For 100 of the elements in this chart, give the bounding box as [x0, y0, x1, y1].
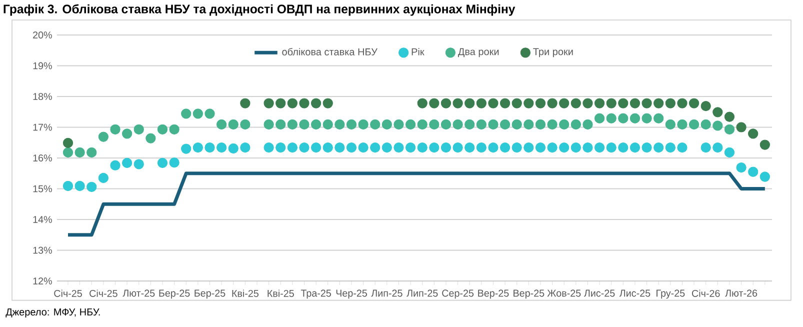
point — [665, 98, 676, 108]
point — [654, 98, 664, 108]
point — [594, 98, 605, 108]
point — [464, 142, 475, 153]
x-tick-label: Січ-25 — [54, 290, 82, 297]
point — [216, 119, 227, 130]
point — [654, 113, 664, 124]
point — [429, 142, 440, 153]
point — [62, 147, 74, 158]
point — [192, 108, 204, 119]
point — [86, 182, 97, 192]
x-tick-label: Жов-25 — [547, 290, 581, 297]
point — [440, 142, 452, 153]
point — [724, 124, 735, 134]
point — [264, 119, 274, 130]
point — [86, 147, 97, 158]
point — [287, 142, 298, 153]
point — [464, 119, 475, 130]
y-tick-label: 12% — [33, 278, 52, 284]
point — [110, 124, 120, 134]
point — [74, 180, 85, 192]
point — [677, 98, 688, 108]
point — [276, 142, 286, 153]
point — [618, 98, 628, 108]
point — [464, 98, 475, 108]
point — [287, 98, 298, 108]
point — [748, 128, 758, 139]
point — [570, 98, 581, 108]
x-tick-label: Лют-26 — [725, 290, 758, 297]
point — [630, 142, 640, 153]
legend-label: Три роки — [533, 48, 573, 58]
point — [570, 119, 581, 130]
legend-label: Рік — [412, 48, 424, 56]
point — [204, 142, 215, 153]
point — [559, 98, 570, 108]
point — [535, 142, 546, 153]
point — [322, 98, 333, 108]
point — [630, 113, 640, 124]
point — [394, 119, 404, 130]
point — [134, 124, 144, 134]
point — [500, 119, 510, 130]
point — [677, 142, 688, 153]
point — [760, 140, 770, 150]
x-tick-label: Кві-25 — [268, 290, 294, 297]
point — [122, 128, 132, 139]
point — [582, 98, 593, 108]
point — [440, 98, 452, 108]
point — [440, 119, 452, 130]
y-tick-label: 13% — [33, 246, 52, 254]
point — [642, 142, 652, 153]
point — [700, 142, 711, 153]
point — [700, 119, 711, 130]
point — [204, 108, 215, 119]
y-tick-label: 18% — [33, 92, 52, 100]
y-tick-label: 15% — [33, 185, 52, 192]
point — [665, 142, 676, 153]
point — [322, 142, 333, 153]
point — [512, 142, 522, 153]
point — [642, 113, 652, 124]
point — [559, 142, 570, 153]
point — [334, 142, 345, 153]
text: Джерело: МФУ, НБУ. — [6, 308, 100, 318]
point — [452, 98, 463, 108]
point — [98, 172, 108, 184]
point — [62, 138, 74, 148]
point — [760, 172, 770, 182]
point — [724, 112, 735, 122]
point — [476, 119, 486, 130]
point — [134, 159, 144, 170]
point — [192, 142, 204, 153]
point — [630, 98, 640, 108]
point — [606, 142, 616, 153]
point — [429, 98, 440, 108]
point — [535, 98, 546, 108]
point — [382, 142, 392, 153]
point — [157, 124, 168, 134]
point — [512, 119, 522, 130]
x-tick-label: Січ-25 — [90, 290, 118, 297]
x-tick-label: Бер-25 — [194, 290, 226, 299]
point — [417, 98, 428, 108]
point — [677, 119, 688, 130]
point — [228, 119, 238, 130]
legend-label: Два роки — [458, 48, 499, 58]
point — [310, 142, 322, 153]
point — [688, 98, 700, 108]
point — [346, 142, 357, 153]
point — [594, 142, 605, 153]
point — [240, 98, 250, 108]
point — [216, 142, 227, 153]
point — [264, 98, 274, 108]
point — [547, 98, 558, 108]
y-tick-label: 14% — [33, 216, 52, 223]
x-tick-label: Сер-25 — [442, 290, 474, 299]
point — [240, 142, 250, 153]
x-tick-label: Лис-25 — [619, 290, 650, 297]
point — [618, 142, 628, 153]
point — [240, 119, 250, 130]
point — [62, 180, 74, 192]
point — [700, 100, 711, 112]
point — [488, 142, 498, 153]
